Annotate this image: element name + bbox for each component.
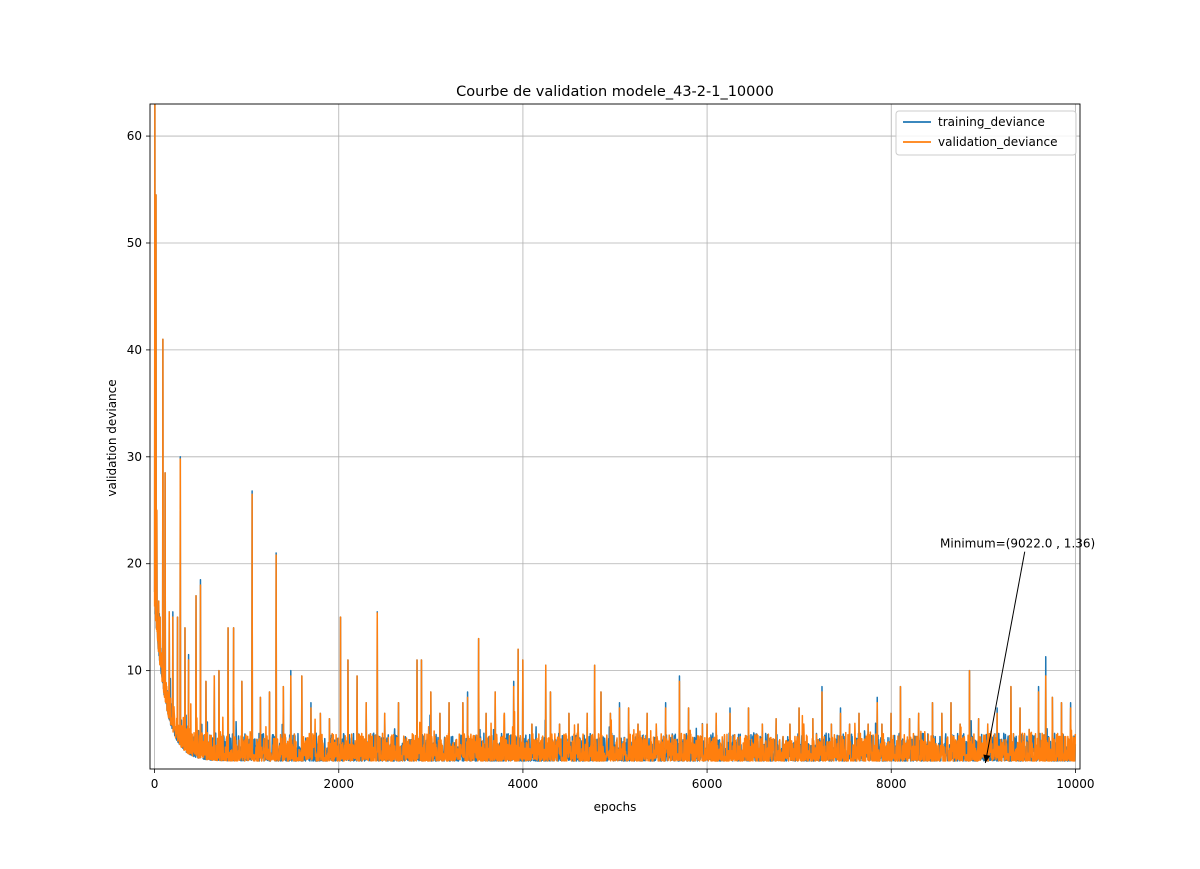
x-tick-label: 4000	[508, 777, 539, 791]
y-tick-label: 60	[127, 129, 142, 143]
y-tick-label: 40	[127, 343, 142, 357]
annotation-text: Minimum=(9022.0 , 1.36)	[940, 537, 1095, 551]
annotation-arrow-head	[983, 754, 991, 764]
legend-label-validation: validation_deviance	[938, 135, 1057, 149]
plot-frame	[149, 103, 1081, 770]
y-axis-ticks: 10 20 30 40 50 60	[127, 129, 150, 678]
x-tick-label: 6000	[692, 777, 723, 791]
minimum-annotation: Minimum=(9022.0 , 1.36)	[940, 537, 1095, 764]
legend: training_deviance validation_deviance	[895, 110, 1077, 156]
x-tick-label: 2000	[323, 777, 354, 791]
y-axis-label: validation deviance	[105, 379, 119, 496]
series-line-validation-deviance	[153, 104, 1077, 762]
x-axis-ticks: 0 2000 4000 6000 8000 10000	[151, 769, 1094, 791]
series-group	[153, 104, 1077, 762]
y-tick-label: 20	[127, 557, 142, 571]
y-tick-label: 10	[127, 664, 142, 678]
x-tick-label: 8000	[876, 777, 907, 791]
x-axis-label: epochs	[594, 800, 637, 814]
annotation-arrow	[984, 551, 1026, 764]
y-tick-label: 50	[127, 236, 142, 250]
legend-box	[895, 110, 1077, 156]
grid-lines	[150, 104, 1080, 769]
legend-label-training: training_deviance	[938, 115, 1045, 129]
y-tick-label: 30	[127, 450, 142, 464]
chart-title: Courbe de validation modele_43-2-1_10000	[456, 84, 774, 100]
x-tick-label: 10000	[1056, 777, 1094, 791]
x-tick-label: 0	[151, 777, 159, 791]
